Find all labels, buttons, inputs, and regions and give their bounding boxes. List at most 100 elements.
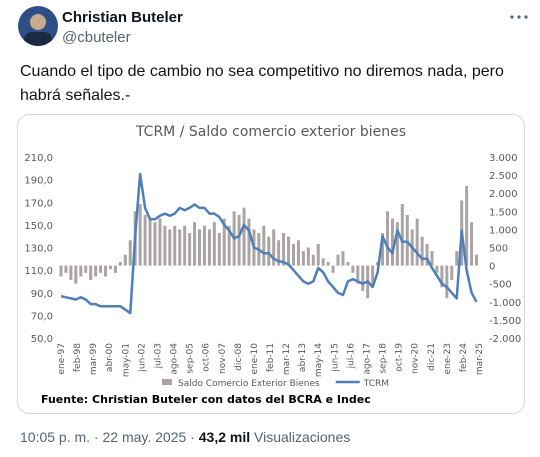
y2-tick-label: 1.500	[489, 207, 518, 218]
y-tick-label: 70,0	[31, 311, 53, 322]
bar	[445, 265, 449, 299]
y-tick-label: 90,0	[31, 289, 53, 300]
bar	[69, 265, 73, 281]
x-tick-label: ago-04	[170, 343, 180, 375]
bar	[148, 218, 152, 266]
bar	[450, 265, 454, 281]
views: 43,2 mil	[198, 429, 251, 445]
bar	[336, 254, 340, 266]
chart-card[interactable]: TCRM / Saldo comercio exterior bienes Fu…	[17, 114, 525, 414]
bar	[371, 265, 375, 288]
date: 22 may. 2025	[102, 429, 187, 445]
bar	[341, 251, 345, 266]
y2-tick-label: -1.500	[489, 316, 521, 327]
bar	[351, 265, 355, 273]
bar	[272, 229, 276, 266]
y2-tick-label: 0	[489, 262, 495, 273]
y2-tick-label: -500	[489, 280, 512, 291]
bar	[440, 265, 444, 288]
x-tick-label: oct-19	[395, 343, 405, 372]
bar	[405, 214, 409, 266]
x-tick-label: sep-18	[379, 343, 389, 374]
bar	[306, 247, 310, 266]
bar	[212, 222, 216, 266]
avatar[interactable]	[18, 6, 58, 46]
x-tick-label: ene-10	[250, 343, 260, 375]
legend-label: TCRM	[363, 379, 389, 389]
y2-tick-label: 500	[489, 244, 508, 255]
bar	[475, 254, 479, 266]
x-tick-label: mar-25	[475, 343, 485, 375]
bar	[425, 243, 429, 266]
bar	[202, 225, 206, 266]
bar	[217, 233, 221, 266]
x-tick-label: oct-06	[202, 343, 212, 372]
author-name[interactable]: Christian Buteler	[62, 9, 183, 26]
y-tick-label: 210,0	[24, 153, 53, 164]
x-tick-label: ene-97	[57, 343, 67, 374]
bar	[108, 265, 112, 270]
y2-tick-label: 3.000	[489, 153, 518, 164]
bar	[356, 265, 360, 284]
bar	[183, 225, 187, 266]
author-handle[interactable]: @cbuteler	[62, 29, 131, 46]
y-tick-label: 150,0	[24, 221, 53, 232]
bar	[84, 265, 88, 273]
x-tick-label: dic-21	[427, 343, 437, 371]
bar	[59, 265, 63, 277]
x-tick-label: abr-00	[105, 343, 115, 372]
bar	[435, 265, 439, 273]
bar	[138, 204, 142, 266]
bar	[222, 218, 226, 266]
y2-tick-label: 1.000	[489, 225, 518, 236]
bar	[198, 229, 202, 266]
bar	[321, 258, 325, 266]
views-label: Visualizaciones	[254, 429, 351, 445]
y-tick-label: 170,0	[24, 198, 53, 209]
bar	[361, 265, 365, 291]
bar	[287, 236, 291, 266]
bar	[193, 222, 197, 266]
bar	[247, 218, 251, 266]
bar	[385, 211, 389, 266]
bar	[291, 243, 295, 266]
source: Fuente: Christian Buteler con datos del …	[41, 393, 371, 406]
bar	[227, 225, 231, 266]
x-tick-label: ago-17	[362, 343, 372, 375]
bar	[89, 265, 93, 281]
bar	[113, 265, 117, 273]
y-tick-label: 130,0	[24, 244, 53, 255]
x-tick-label: feb-11	[266, 343, 276, 372]
time: 10:05 p. m.	[20, 429, 91, 445]
bar	[79, 265, 83, 277]
x-tick-label: feb-24	[459, 343, 469, 372]
bar	[262, 225, 266, 266]
tweet-text: Cuando el tipo de cambio no sea competit…	[20, 63, 504, 80]
bar	[237, 214, 241, 266]
bar	[94, 265, 98, 277]
bar	[465, 185, 469, 266]
y-tick-label: 190,0	[24, 176, 53, 187]
bar	[390, 218, 394, 266]
x-tick-label: jul-16	[346, 343, 356, 370]
bar	[118, 261, 122, 266]
bar	[301, 251, 305, 266]
x-tick-label: jul-03	[153, 343, 163, 369]
x-tick-label: nov-20	[411, 343, 421, 374]
bar	[123, 254, 127, 266]
bar	[128, 240, 132, 266]
tweet-meta: 10:05 p. m. · 22 may. 2025 · 43,2 mil Vi…	[20, 429, 351, 445]
bar	[173, 225, 177, 266]
y-tick-label: 50,0	[31, 334, 53, 345]
more-icon[interactable]	[508, 12, 530, 22]
x-tick-label: mar-99	[89, 343, 99, 375]
bar	[311, 254, 315, 266]
x-tick-label: jun-15	[330, 343, 340, 373]
bar	[64, 265, 68, 273]
x-tick-label: jun-02	[137, 343, 147, 373]
bar	[381, 233, 385, 266]
bar	[168, 229, 172, 266]
bar	[158, 218, 162, 266]
line	[60, 172, 478, 315]
